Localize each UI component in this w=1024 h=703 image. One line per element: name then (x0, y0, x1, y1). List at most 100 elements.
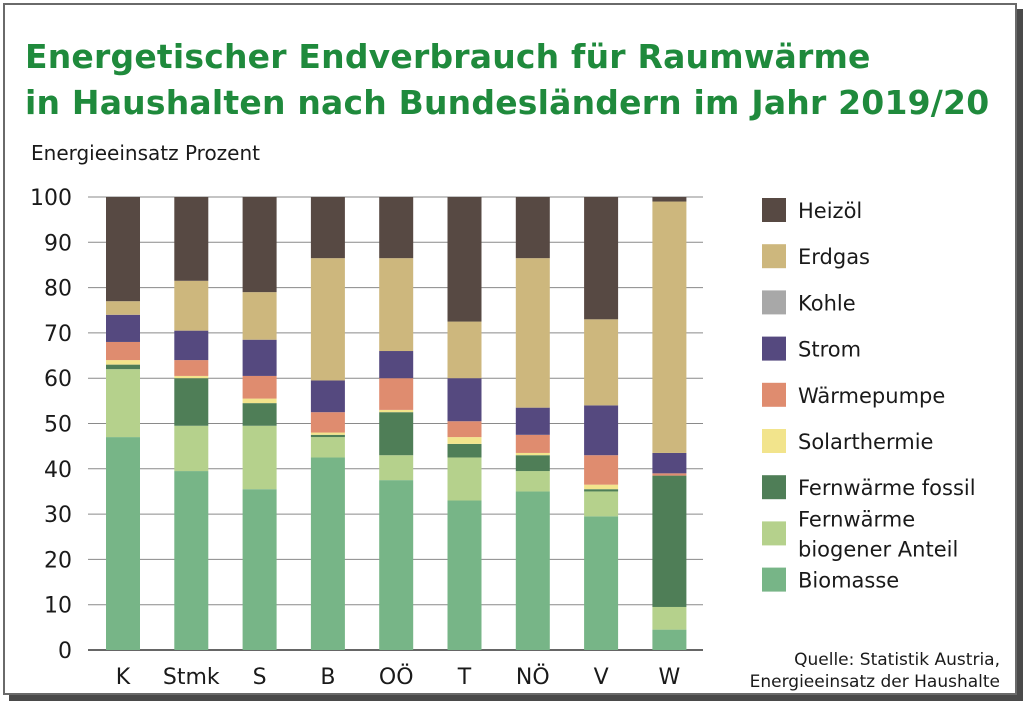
legend-swatch (762, 198, 786, 222)
chart-title-line-2: in Haushalten nach Bundesländern im Jahr… (25, 83, 990, 122)
source-line-1: Quelle: Statistik Austria, (794, 650, 1000, 670)
bar-segment (106, 369, 140, 438)
bar-segment (242, 197, 277, 293)
legend-swatch (762, 475, 786, 500)
bar-segment (242, 375, 277, 399)
bar-segment (106, 314, 140, 342)
bar-segment (310, 380, 345, 413)
bar-segment (584, 489, 619, 492)
bar-segment (447, 421, 482, 438)
source-line-2: Energieeinsatz der Haushalte (749, 672, 1000, 692)
y-tick-label: 70 (44, 322, 72, 347)
bar-segment (652, 606, 687, 630)
bar-segment (310, 432, 345, 435)
bar-segment (106, 197, 140, 302)
bar-segment (174, 375, 209, 379)
y-tick-label: 40 (44, 458, 72, 483)
bar-segment (447, 437, 482, 444)
y-tick-label: 60 (44, 367, 72, 392)
y-tick-label: 30 (44, 503, 72, 528)
x-tick-label: S (253, 665, 267, 690)
bar-segment (310, 197, 345, 259)
bar-segment (379, 412, 414, 456)
bar-segment (584, 455, 619, 485)
bar-segment (584, 484, 619, 490)
bar-segment (174, 360, 209, 376)
bar-segment (447, 197, 482, 322)
legend-label: Kohle (798, 291, 856, 315)
bar-segment (379, 197, 414, 259)
bar-segment (652, 629, 687, 650)
legend-label: Fernwärme biogener Anteil (798, 507, 958, 561)
x-tick-label: T (457, 665, 472, 690)
legend-label: Biomasse (798, 569, 899, 593)
legend-swatch (762, 567, 786, 592)
bar-segment (310, 457, 345, 650)
bar-segment (310, 258, 345, 381)
legend-label: Heizöl (798, 199, 862, 223)
x-tick-label: B (320, 665, 335, 690)
x-tick-label: Stmk (163, 665, 220, 690)
chart-frame (3, 3, 1017, 695)
bar-segment (379, 351, 414, 379)
y-tick-label: 0 (58, 639, 72, 664)
bar-segment (174, 197, 209, 281)
bar-segment (379, 378, 414, 410)
bar-segment (515, 452, 550, 456)
bar-segment (106, 437, 140, 650)
bar-segment (379, 480, 414, 650)
bar-segment (652, 201, 687, 453)
bar-segment (106, 364, 140, 370)
y-tick-label: 20 (44, 548, 72, 573)
source-note: Quelle: Statistik Austria, Energieeinsat… (750, 649, 1000, 693)
bar-segment (515, 455, 550, 472)
bar-segment (106, 341, 140, 361)
bar-segment (174, 280, 209, 331)
bar-segment (242, 425, 277, 490)
bar-segment (584, 197, 619, 320)
bar-segment (242, 292, 277, 340)
y-tick-label: 50 (44, 413, 72, 438)
legend-swatch (762, 382, 786, 407)
y-tick-label: 10 (44, 594, 72, 619)
bar-segment (447, 457, 482, 501)
x-tick-label: W (659, 665, 681, 690)
bar-segment (584, 491, 619, 517)
bar-segment (515, 491, 550, 650)
bar-segment (447, 443, 482, 458)
bar-segment (515, 471, 550, 492)
legend-label: Erdgas (798, 245, 870, 269)
bar-segment (242, 398, 277, 404)
bar-segment (106, 360, 140, 365)
bar-segment (106, 301, 140, 315)
bar-segment (242, 403, 277, 426)
bar-segment (584, 319, 619, 406)
bar-segment (310, 412, 345, 433)
legend-swatch (762, 429, 786, 453)
bar-segment (242, 489, 277, 650)
x-tick-label: V (594, 665, 609, 690)
legend-label: Strom (798, 338, 861, 362)
x-tick-label: K (116, 665, 131, 690)
bar-segment (515, 197, 550, 259)
bar-segment (242, 339, 277, 376)
bar-segment (652, 473, 687, 476)
legend-swatch (762, 336, 786, 361)
y-tick-label: 80 (44, 277, 72, 302)
bar-segment (379, 409, 414, 413)
chart-title: Energetischer Endverbrauch für Raumwärme… (25, 34, 989, 126)
bar-segment (447, 378, 482, 422)
legend-swatch (762, 521, 786, 546)
legend-swatch (762, 290, 786, 315)
bar-segment (174, 471, 209, 650)
bar-segment (584, 405, 619, 456)
bar-segment (652, 475, 687, 607)
bar-segment (652, 197, 687, 202)
legend-label: Solarthermie (798, 430, 933, 454)
bar-segment (379, 455, 414, 481)
bar-segment (174, 330, 209, 361)
bar-segment (515, 434, 550, 453)
x-tick-label: OÖ (379, 664, 414, 690)
bar-segment (515, 258, 550, 408)
bar-segment (584, 516, 619, 650)
